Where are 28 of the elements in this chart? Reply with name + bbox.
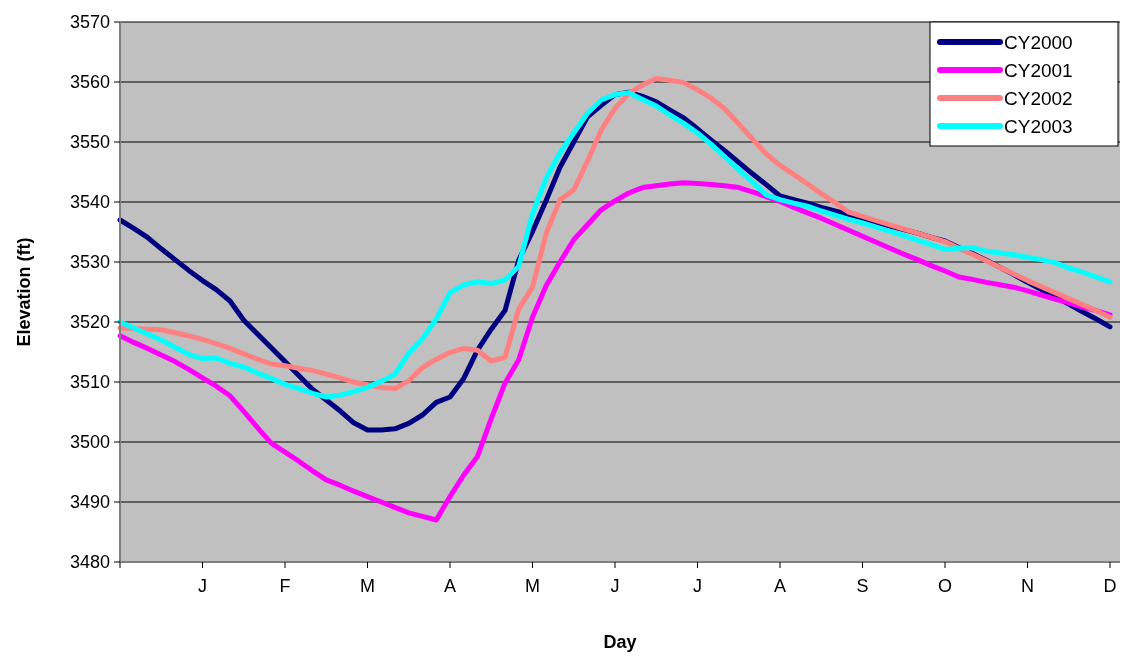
legend-label: CY2003 xyxy=(1004,115,1073,137)
y-tick-label: 3480 xyxy=(69,552,110,573)
legend-label: CY2000 xyxy=(1004,31,1073,53)
legend-label: CY2002 xyxy=(1004,87,1073,109)
x-tick-label: N xyxy=(1021,576,1034,596)
x-tick-label: A xyxy=(773,576,787,596)
legend-label: CY2001 xyxy=(1004,59,1073,81)
x-tick-label: M xyxy=(360,576,375,596)
y-axis-title: Elevation (ft) xyxy=(14,237,34,347)
x-tick-label: A xyxy=(443,576,457,596)
x-tick-label: J xyxy=(610,576,620,596)
y-tick-label: 3540 xyxy=(69,192,110,213)
x-tick-label: F xyxy=(279,576,291,596)
y-tick-label: 3490 xyxy=(69,492,110,513)
x-tick-label: M xyxy=(525,576,540,596)
y-tick-label: 3520 xyxy=(69,312,110,333)
y-tick-label: 3570 xyxy=(69,12,110,33)
y-tick-label: 3510 xyxy=(69,372,110,393)
x-tick-label: J xyxy=(693,576,702,596)
x-tick-label: O xyxy=(937,576,953,596)
y-tick-label: 3500 xyxy=(69,432,110,453)
y-tick-label: 3560 xyxy=(69,72,110,93)
x-axis-title: Day xyxy=(603,632,637,652)
y-tick-label: 3550 xyxy=(69,132,110,153)
x-tick-label: S xyxy=(856,576,869,596)
x-tick-label: D xyxy=(1103,576,1117,596)
y-tick-label: 3530 xyxy=(69,252,110,273)
x-tick-label: J xyxy=(198,576,207,596)
